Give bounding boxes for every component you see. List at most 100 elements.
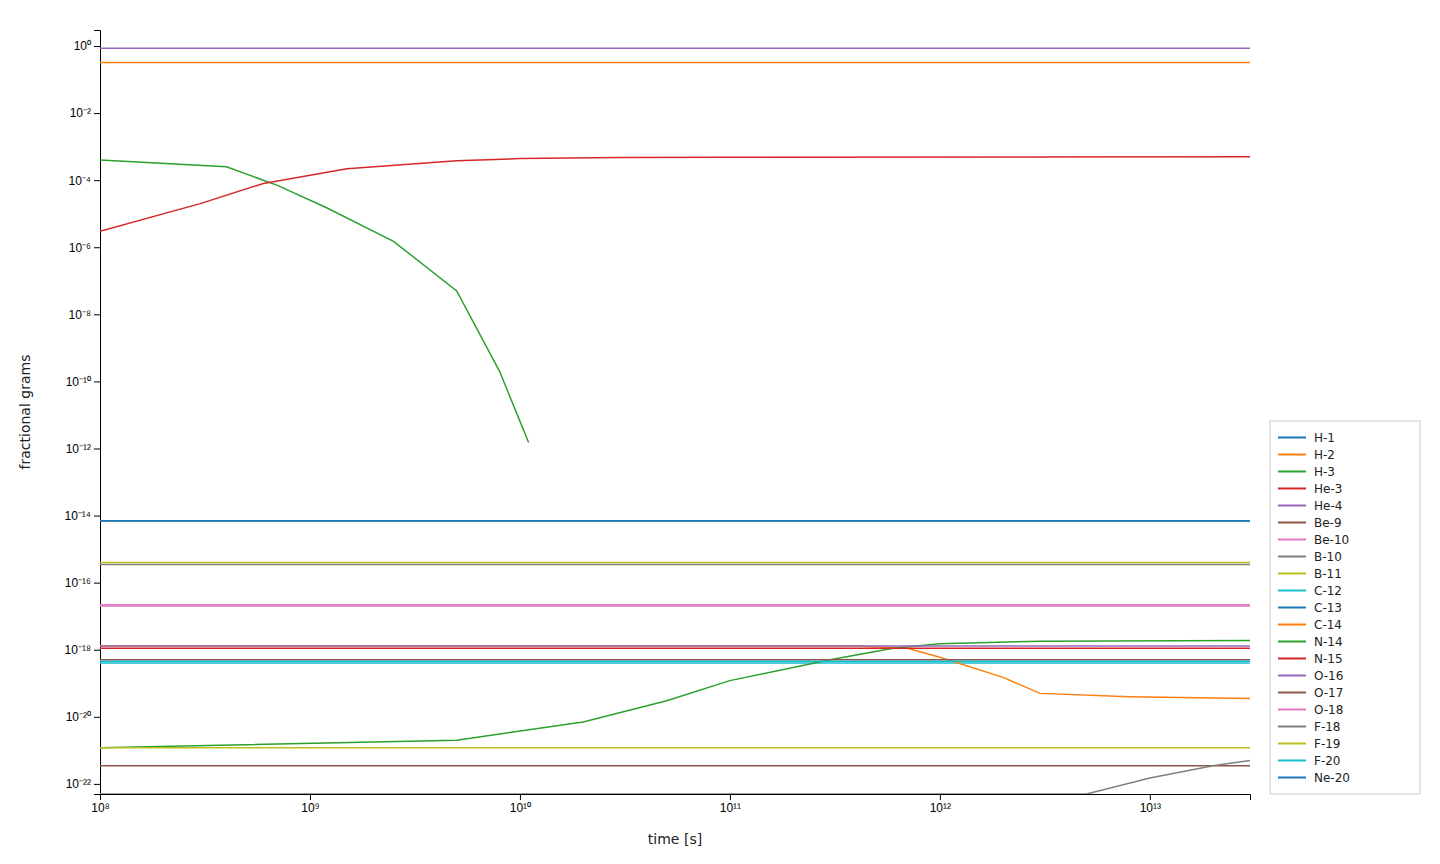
legend-label: Ne-20 — [1314, 771, 1350, 785]
y-tick: 10⁻¹⁶ — [65, 576, 100, 590]
y-tick: 10⁰ — [74, 39, 100, 53]
y-axis: 10⁻²² 10⁻²⁰ 10⁻¹⁸ 10⁻¹⁶ 10⁻¹⁴ 10⁻¹² 10⁻¹⁰ 10⁻⁸ 1… — [65, 31, 101, 795]
y-tick-mark — [94, 448, 100, 449]
legend-label: N-14 — [1314, 635, 1343, 649]
legend-swatch — [1278, 454, 1306, 456]
legend-swatch — [1278, 692, 1306, 694]
legend-label: O-18 — [1314, 703, 1343, 717]
legend-item: H-3 — [1278, 465, 1335, 479]
y-tick-label: 10⁻¹⁰ — [66, 375, 91, 389]
series-line — [100, 765, 1250, 767]
legend-item: C-14 — [1278, 618, 1342, 632]
y-tick: 10⁻¹⁴ — [65, 509, 101, 523]
series-line — [100, 760, 1250, 794]
x-axis: 10⁸ 10⁹ 10¹⁰ 10¹¹ 10¹² 10¹³ — [91, 794, 1250, 815]
legend-swatch — [1278, 624, 1306, 626]
y-tick-mark — [94, 314, 100, 315]
legend-swatch — [1278, 760, 1306, 762]
series-line — [100, 747, 1250, 749]
legend-label: H-3 — [1314, 465, 1335, 479]
x-tick-label: 10¹⁰ — [510, 801, 531, 815]
legend-label: C-13 — [1314, 601, 1342, 615]
series-line — [100, 645, 1250, 647]
y-tick: 10⁻¹⁸ — [65, 643, 100, 657]
legend-item: C-12 — [1278, 584, 1342, 598]
legend-swatch — [1278, 726, 1306, 728]
legend-swatch — [1278, 590, 1306, 592]
series-line — [100, 604, 1250, 606]
y-tick-label: 10⁻⁸ — [69, 308, 91, 322]
series-line — [100, 662, 1250, 664]
legend-item: F-20 — [1278, 754, 1341, 768]
y-tick-label: 10⁻¹² — [66, 442, 91, 456]
legend-label: H-2 — [1314, 448, 1335, 462]
series-line — [100, 605, 1250, 607]
y-tick-label: 10⁻² — [70, 106, 91, 120]
y-axis-line — [94, 31, 101, 795]
legend-swatch — [1278, 777, 1306, 779]
series-line — [100, 48, 1250, 50]
x-tick-label: 10¹¹ — [720, 801, 741, 815]
y-tick: 10⁻²² — [66, 777, 100, 791]
x-axis-line — [101, 795, 1251, 801]
x-axis-title: time [s] — [648, 831, 702, 847]
legend-label: F-19 — [1314, 737, 1341, 751]
legend-label: C-12 — [1314, 584, 1342, 598]
legend-item: He-3 — [1278, 482, 1342, 496]
legend-item: C-13 — [1278, 601, 1342, 615]
y-tick-mark — [94, 180, 100, 181]
legend-label: O-16 — [1314, 669, 1343, 683]
legend-item: Be-10 — [1278, 533, 1349, 547]
legend-label: Be-10 — [1314, 533, 1349, 547]
series-line — [100, 640, 1250, 747]
x-tick-mark — [310, 794, 311, 800]
x-tick-label: 10¹² — [930, 801, 951, 815]
y-tick-mark — [94, 650, 100, 651]
lines — [100, 48, 1250, 794]
x-tick-mark — [520, 794, 521, 800]
legend: H-1H-2H-3He-3He-4Be-9Be-10B-10B-11C-12C-… — [1270, 421, 1420, 794]
legend-item: Be-9 — [1278, 516, 1342, 530]
x-tick: 10¹⁰ — [510, 794, 531, 815]
series-line — [100, 646, 1250, 699]
legend-item: B-10 — [1278, 550, 1342, 564]
chart: 10⁸10⁹10¹⁰10¹¹10¹²10¹³10⁻²²10⁻²⁰10⁻¹⁸10⁻… — [0, 0, 1440, 864]
x-tick-mark — [730, 794, 731, 800]
y-tick-mark — [94, 717, 100, 718]
legend-swatch — [1278, 539, 1306, 541]
x-tick-label: 10⁸ — [91, 801, 109, 815]
y-axis-title: fractional grams — [17, 355, 33, 470]
series-line — [100, 648, 1250, 650]
y-tick: 10⁻¹⁰ — [66, 375, 100, 389]
y-tick: 10⁻⁶ — [69, 241, 100, 255]
legend-item: N-14 — [1278, 635, 1343, 649]
x-tick-label: 10⁹ — [301, 801, 320, 815]
y-tick: 10⁻⁴ — [68, 174, 100, 188]
y-tick-label: 10⁰ — [74, 39, 91, 53]
legend-box — [1270, 421, 1420, 794]
legend-swatch — [1278, 743, 1306, 745]
legend-label: He-4 — [1314, 499, 1342, 513]
x-tick: 10¹² — [930, 794, 951, 815]
legend-item: O-18 — [1278, 703, 1343, 717]
x-tick: 10¹³ — [1140, 794, 1161, 815]
legend-swatch — [1278, 471, 1306, 473]
legend-swatch — [1278, 641, 1306, 643]
legend-item: N-15 — [1278, 652, 1343, 666]
series-line — [100, 157, 1250, 232]
y-tick: 10⁻²⁰ — [66, 710, 100, 724]
legend-swatch — [1278, 437, 1306, 439]
legend-item: B-11 — [1278, 567, 1342, 581]
legend-swatch — [1278, 573, 1306, 575]
x-tick-mark — [940, 794, 941, 800]
y-tick-label: 10⁻¹⁴ — [65, 509, 92, 523]
legend-item: He-4 — [1278, 499, 1342, 513]
legend-item: H-2 — [1278, 448, 1335, 462]
legend-item: O-17 — [1278, 686, 1343, 700]
y-tick-mark — [94, 516, 100, 517]
series-line — [100, 564, 1250, 566]
x-tick-mark — [1150, 794, 1151, 800]
legend-swatch — [1278, 556, 1306, 558]
legend-swatch — [1278, 505, 1306, 507]
legend-label: F-18 — [1314, 720, 1341, 734]
